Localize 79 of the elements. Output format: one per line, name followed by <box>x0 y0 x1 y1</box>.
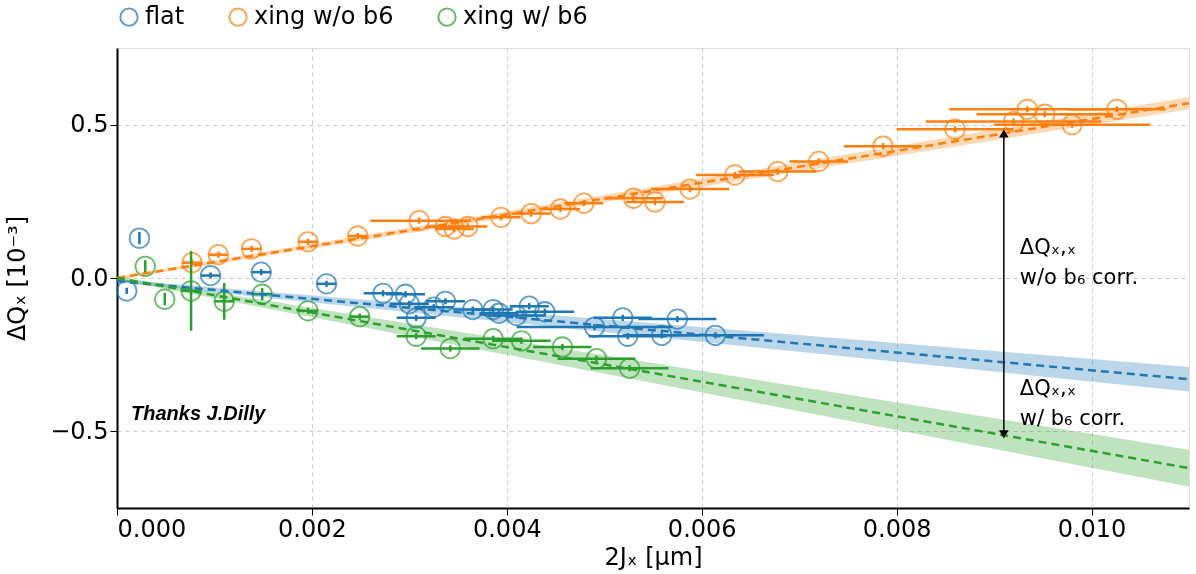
point <box>134 255 156 277</box>
x-axis-title: 2Jₓ [μm] <box>604 542 703 571</box>
point <box>439 337 461 360</box>
point <box>1016 98 1038 120</box>
x-tick-label: 0.002 <box>278 514 347 543</box>
point <box>644 191 666 213</box>
point <box>488 302 510 324</box>
legend-label: xing w/o b6 <box>254 2 394 31</box>
point <box>549 198 572 220</box>
point <box>767 160 789 183</box>
point <box>180 280 202 302</box>
point <box>510 330 533 352</box>
point <box>618 357 641 379</box>
point <box>116 280 138 302</box>
point <box>617 325 639 347</box>
x-tick-label: 0.008 <box>862 514 932 543</box>
x-tick-label: 0.004 <box>472 514 542 543</box>
point <box>394 283 417 305</box>
y-tick-label: −0.5 <box>50 416 109 445</box>
point <box>808 150 830 173</box>
point <box>1002 110 1025 133</box>
point <box>724 164 746 186</box>
point <box>297 300 319 322</box>
point <box>423 296 445 318</box>
annotation: Thanks J.Dilly <box>131 402 267 424</box>
point <box>347 225 369 247</box>
point <box>612 307 634 329</box>
annotation: ΔQₓ,ₓ w/ b₆ corr. <box>1019 376 1126 431</box>
point <box>944 118 966 140</box>
point <box>434 215 457 238</box>
x-tick-label: 0.000 <box>117 514 187 543</box>
point <box>128 227 151 249</box>
point <box>398 293 421 315</box>
point <box>372 282 394 304</box>
point <box>651 324 673 346</box>
y-axis-title: ΔQₓ [10⁻³] <box>3 215 32 342</box>
point <box>534 301 556 323</box>
point <box>207 244 229 266</box>
point <box>349 306 371 328</box>
point <box>405 325 427 347</box>
point <box>518 295 540 317</box>
point <box>434 290 457 312</box>
point <box>505 304 528 327</box>
point <box>462 298 484 321</box>
point <box>405 307 427 329</box>
y-tick-label: 0.0 <box>70 263 109 292</box>
point <box>573 192 595 214</box>
point <box>585 348 608 370</box>
point <box>199 264 222 287</box>
y-tick-label: 0.5 <box>70 110 109 139</box>
x-tick-label: 0.010 <box>1057 514 1127 543</box>
x-tick-label: 0.006 <box>667 514 737 543</box>
point <box>482 298 504 321</box>
point <box>1061 114 1083 136</box>
point <box>482 328 504 350</box>
point <box>315 273 338 295</box>
point <box>408 210 430 232</box>
legend-label: flat <box>145 2 185 31</box>
point <box>704 324 727 346</box>
point <box>551 336 574 358</box>
point <box>1034 103 1056 125</box>
point <box>679 178 701 200</box>
point <box>666 308 689 330</box>
point <box>490 206 512 228</box>
point <box>622 187 645 209</box>
point <box>457 215 479 238</box>
point <box>251 283 273 305</box>
point <box>583 316 606 338</box>
point <box>240 238 263 260</box>
point <box>181 252 203 274</box>
point <box>213 290 235 312</box>
point <box>1106 98 1128 120</box>
point <box>154 288 176 310</box>
annotation: ΔQₓ,ₓ w/o b₆ corr. <box>1019 234 1139 289</box>
point <box>250 261 272 283</box>
point <box>872 135 894 157</box>
point <box>520 202 542 225</box>
legend-label: xing w/ b6 <box>463 2 588 31</box>
point <box>297 231 319 253</box>
